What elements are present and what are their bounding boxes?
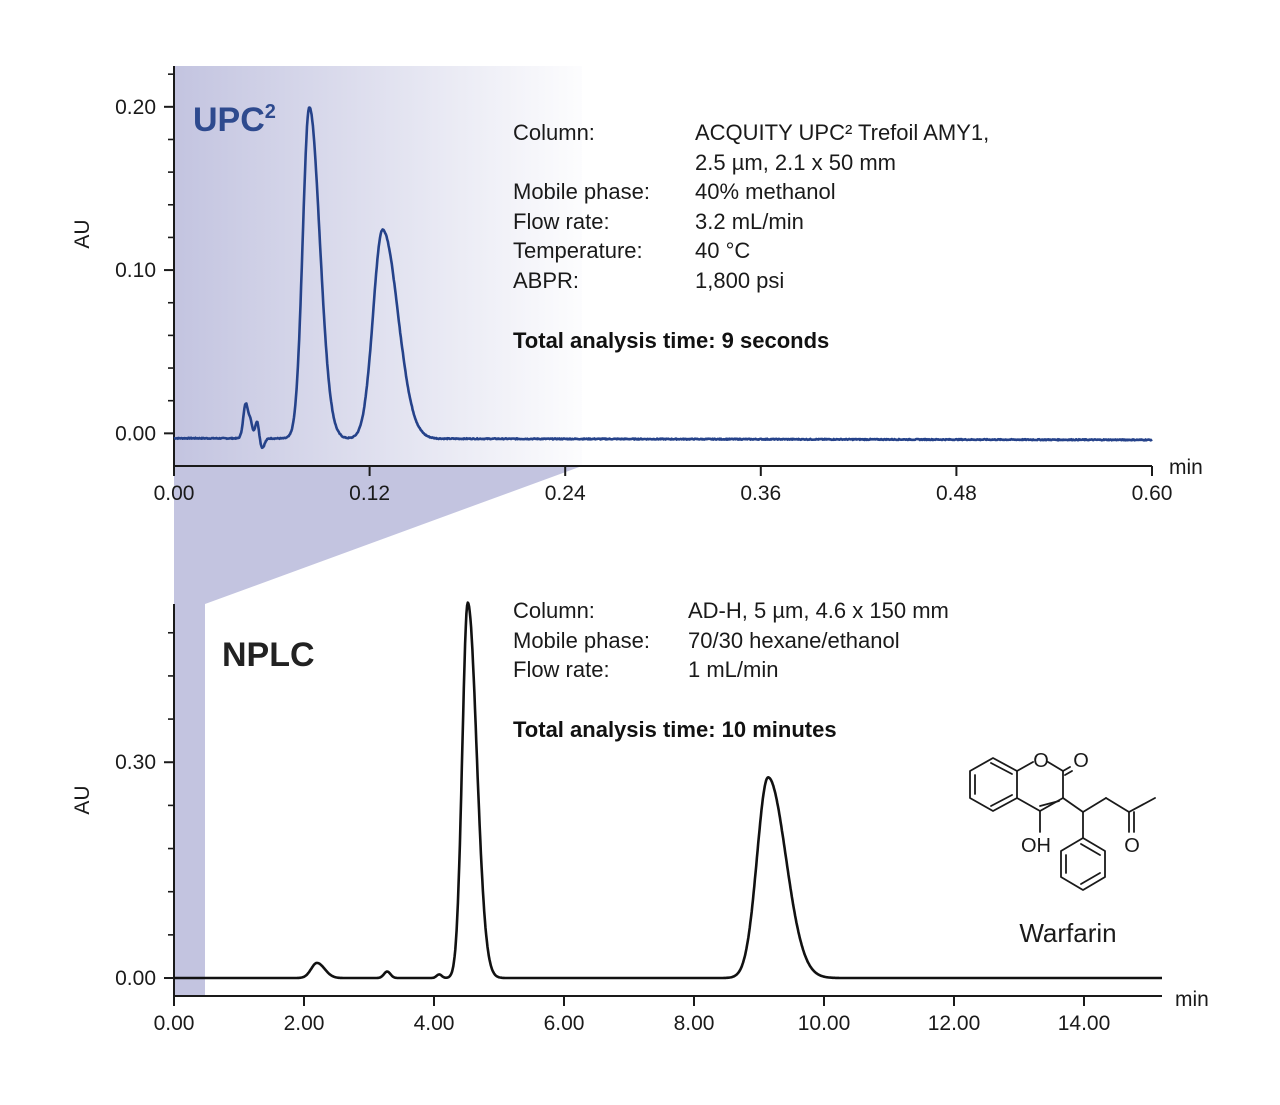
upc-info-value: 2.5 µm, 2.1 x 50 mm [695,150,896,175]
carbonyl-oxygen-label: O [1073,750,1089,772]
zoom-shading [174,66,582,996]
upc-info-value: 40% methanol [695,179,836,204]
npl-panel-title: NPLC [222,636,315,674]
x-tick-label: 12.00 [928,1012,981,1035]
upc-chromatogram: 0.00 0.12 0.24 0.36 0.48 0.600.000.100.20 AU … [71,66,1203,505]
upc-panel-title: UPC2 [193,101,276,139]
y-tick-label: 0.20 [115,96,156,119]
upc-info-value: 1,800 psi [695,268,784,293]
x-tick-label: 10.00 [798,1012,851,1035]
x-tick-label: 0.36 [740,482,781,505]
x-tick-label: 2.00 [284,1012,325,1035]
npl-ticks: 0.00 2.00 4.00 6.00 8.00 10.00 12.00 14.00 0.00 0… [115,631,1111,1035]
upc-info-value: ACQUITY UPC² Trefoil AMY1, [695,120,989,145]
npl-info-value: AD-H, 5 µm, 4.6 x 150 mm [688,598,949,623]
upc-info-label: Flow rate: [513,209,610,234]
y-tick-label: 0.10 [115,259,156,282]
upc-info-value: 3.2 mL/min [695,209,804,234]
upc-info-label: Mobile phase: [513,179,650,204]
x-tick-label: 0.00 [154,1012,195,1035]
upc-axes [173,66,1152,467]
y-tick-label: 0.00 [115,422,156,445]
y-tick-label: 0.00 [115,967,156,990]
benzene-ring-upper [969,757,1018,812]
side-chain [1062,797,1156,839]
x-tick-label: 6.00 [544,1012,585,1035]
x-tick-label: 14.00 [1058,1012,1111,1035]
npl-axes [173,604,1162,997]
upc-total-analysis-time: Total analysis time: 9 seconds [513,328,829,353]
upc-y-axis-label: AU [71,219,94,248]
x-tick-label: 0.00 [154,482,195,505]
x-tick-label: 0.12 [349,482,390,505]
upc-info-label: Column: [513,120,595,145]
npl-info-label: Column: [513,598,595,623]
upc-ticks: 0.00 0.12 0.24 0.36 0.48 0.60 0.00 0.10 0.20 [115,73,1173,505]
molecule-name: Warfarin [1019,918,1116,948]
x-tick-label: 0.24 [545,482,586,505]
npl-info-value: 1 mL/min [688,657,778,682]
npl-zoom-region [174,604,205,996]
warfarin-atom-labels: O O OH O Warfarin [1019,750,1139,948]
upc-trace-line [173,106,1153,450]
lactone-ring [1016,761,1073,812]
upc-info-label: ABPR: [513,268,579,293]
upc-method-info: Column: ACQUITY UPC² Trefoil AMY1, 2.5 µ… [513,120,989,353]
npl-y-axis-label: AU [71,785,94,814]
x-tick-label: 0.60 [1132,482,1173,505]
npl-method-info: Column: AD-H, 5 µm, 4.6 x 150 mm Mobile … [513,598,949,742]
upc-x-axis-label: min [1169,456,1203,479]
x-tick-label: 8.00 [674,1012,715,1035]
npl-info-value: 70/30 hexane/ethanol [688,628,900,653]
npl-chromatogram: 0.00 2.00 4.00 6.00 8.00 10.00 12.00 14.00 0.00 0… [71,601,1209,1035]
upc-info-value: 40 °C [695,238,750,263]
ring-oxygen-label: O [1033,750,1049,772]
npl-info-label: Mobile phase: [513,628,650,653]
benzene-ring-lower [1060,837,1106,891]
npl-x-axis-label: min [1175,988,1209,1011]
zoom-connector-band [174,466,582,604]
upc-info-label: Temperature: [513,238,643,263]
x-tick-label: 4.00 [414,1012,455,1035]
warfarin-structure-diagram [969,757,1156,891]
hydroxyl-label: OH [1021,835,1051,857]
npl-trace-line [173,601,1163,980]
npl-total-analysis-time: Total analysis time: 10 minutes [513,717,837,742]
npl-info-label: Flow rate: [513,657,610,682]
y-tick-label: 0.30 [115,751,156,774]
x-tick-label: 0.48 [936,482,977,505]
ketone-oxygen-label: O [1124,835,1140,857]
